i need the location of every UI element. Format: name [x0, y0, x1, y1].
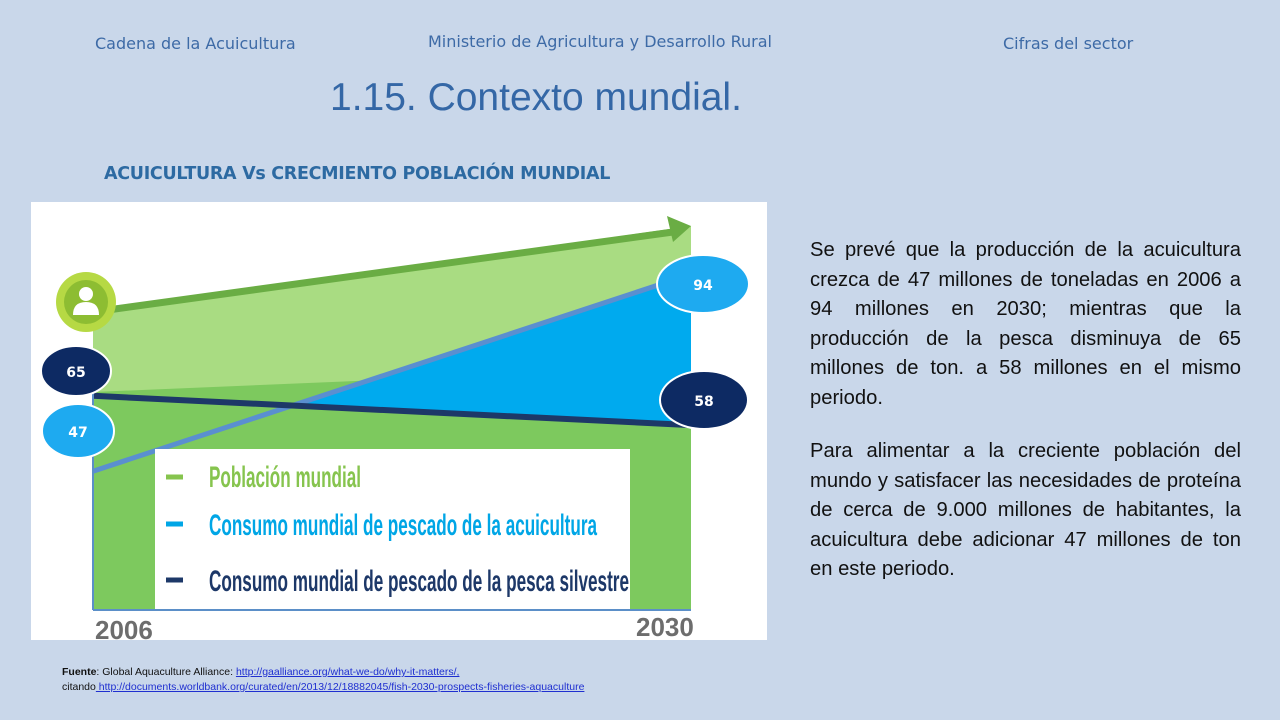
source-citando: citando — [62, 681, 96, 693]
source-label: Fuente — [62, 666, 97, 678]
acuicultura-series-line — [92, 271, 692, 474]
legend-box — [155, 449, 630, 609]
data-label-58-text: 58 — [694, 394, 713, 410]
slide-title: 1.15. Contexto mundial. — [330, 76, 742, 119]
x-tick-2030: 2030 — [636, 612, 694, 640]
data-label-58: 58 — [659, 370, 749, 430]
source-link-worldbank[interactable]: http://documents.worldbank.org/curated/e… — [95, 681, 585, 693]
chart: Población mundial Consumo mundial de pes… — [40, 216, 750, 640]
header-left: Cadena de la Acuicultura — [95, 34, 296, 53]
pesca-silvestre-series-line — [92, 392, 692, 429]
data-label-65-text: 65 — [66, 365, 85, 381]
poblacion-arrow-head — [667, 216, 691, 242]
source-text: : Global Aquaculture Alliance: — [96, 666, 236, 678]
source-link-gaalliance[interactable]: http://gaalliance.org/what-we-do/why-it-… — [235, 666, 460, 678]
poblacion-arrow — [92, 228, 674, 316]
header-right: Cifras del sector — [1003, 34, 1134, 53]
source-note: Fuente: Global Aquaculture Alliance: htt… — [62, 665, 584, 695]
person-icon — [56, 272, 116, 332]
legend-label-silvestre: Consumo mundial de pescado de la pesca s… — [209, 565, 629, 598]
chart-container: Población mundial Consumo mundial de pes… — [31, 202, 767, 640]
data-label-94: 94 — [656, 254, 750, 314]
paragraph-poblacion: Para alimentar a la creciente población … — [810, 440, 1241, 581]
data-label-94-text: 94 — [693, 278, 713, 294]
x-tick-2006: 2006 — [95, 615, 153, 640]
legend-label-poblacion: Población mundial — [209, 461, 361, 494]
data-label-47-text: 47 — [68, 425, 87, 441]
legend-label-acuicultura: Consumo mundial de pescado de la acuicul… — [209, 509, 597, 542]
data-label-47: 47 — [41, 403, 115, 459]
legend: Población mundial Consumo mundial de pes… — [155, 449, 630, 609]
paragraph-produccion: Se prevé que la producción de la acuicul… — [810, 239, 1241, 409]
data-label-65: 65 — [40, 345, 112, 397]
chart-title: ACUICULTURA Vs CRECMIENTO POBLACIÓN MUND… — [104, 164, 611, 184]
header-center: Ministerio de Agricultura y Desarrollo R… — [428, 32, 772, 51]
